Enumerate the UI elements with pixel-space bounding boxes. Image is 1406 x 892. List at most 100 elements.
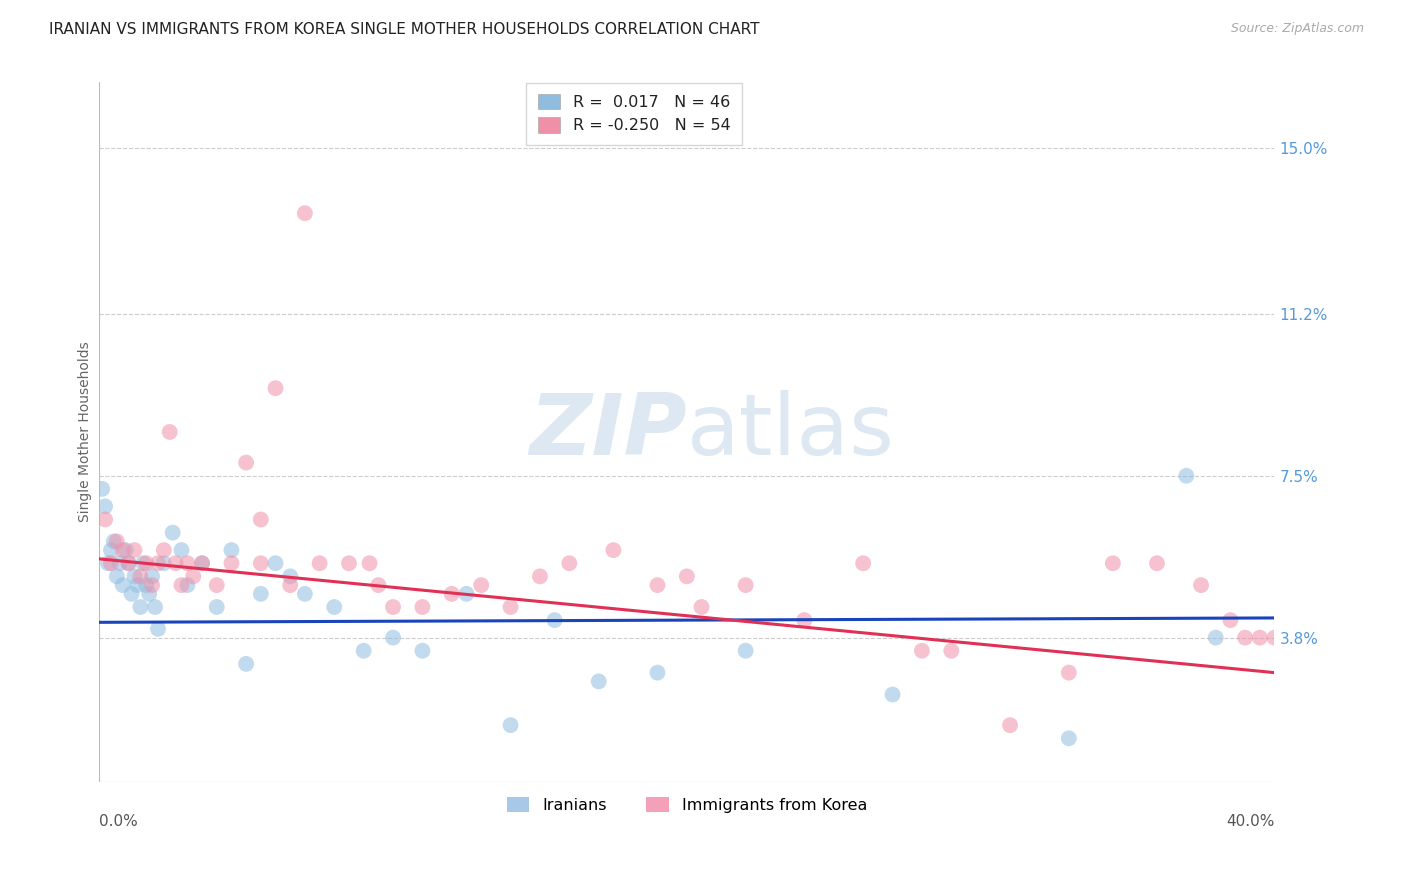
Point (146, 556, 169, 570)
Point (941, 644, 963, 658)
Point (127, 578, 149, 592)
Point (382, 631, 405, 645)
Point (1249, 631, 1271, 645)
Point (100, 556, 122, 570)
Point (337, 556, 360, 570)
Point (1057, 665, 1080, 680)
Point (734, 578, 756, 592)
Point (499, 599, 522, 614)
Point (221, 543, 243, 558)
Point (121, 587, 143, 601)
Point (734, 644, 756, 658)
Point (690, 599, 713, 614)
Point (440, 587, 463, 601)
Point (1234, 631, 1257, 645)
Point (191, 556, 214, 570)
Point (129, 569, 152, 583)
Point (676, 569, 699, 583)
Point (250, 556, 273, 570)
Point (111, 578, 134, 592)
Point (181, 569, 204, 583)
Point (278, 569, 301, 583)
Text: ZIP: ZIP (529, 391, 688, 474)
Point (1219, 613, 1241, 627)
Point (100, 543, 122, 558)
Point (411, 599, 433, 614)
Point (153, 556, 176, 570)
Text: atlas: atlas (688, 391, 894, 474)
Point (176, 578, 198, 592)
Point (1146, 556, 1168, 570)
Point (294, 587, 316, 601)
Point (205, 578, 228, 592)
Point (543, 613, 565, 627)
Point (235, 456, 257, 470)
Point (103, 534, 125, 549)
Point (1189, 578, 1212, 592)
Point (94, 512, 117, 526)
Point (499, 718, 522, 732)
Y-axis label: Single Mother Households: Single Mother Households (79, 342, 93, 523)
Point (176, 556, 198, 570)
Point (117, 556, 139, 570)
Point (117, 556, 139, 570)
Text: Source: ZipAtlas.com: Source: ZipAtlas.com (1230, 22, 1364, 36)
Point (159, 425, 181, 439)
Point (221, 556, 243, 570)
Text: 0.0%: 0.0% (100, 814, 138, 829)
Point (264, 381, 287, 395)
Point (162, 525, 184, 540)
Point (129, 599, 152, 614)
Point (135, 556, 157, 570)
Point (353, 644, 375, 658)
Point (456, 587, 478, 601)
Point (558, 556, 581, 570)
Point (602, 543, 624, 558)
Point (191, 556, 214, 570)
Point (998, 718, 1021, 732)
Point (124, 569, 146, 583)
Point (470, 578, 492, 592)
Point (1102, 556, 1125, 570)
Point (141, 569, 163, 583)
Point (911, 644, 934, 658)
Point (647, 578, 669, 592)
Point (170, 543, 193, 558)
Point (1263, 631, 1285, 645)
Point (143, 599, 166, 614)
Point (882, 688, 904, 702)
Point (114, 543, 136, 558)
Point (235, 657, 257, 671)
Point (146, 622, 169, 636)
Point (793, 613, 815, 627)
Point (323, 599, 346, 614)
Point (264, 556, 287, 570)
Point (308, 556, 330, 570)
Point (278, 578, 301, 592)
Point (170, 578, 193, 592)
Point (205, 599, 228, 614)
Point (141, 578, 163, 592)
Point (411, 644, 433, 658)
Point (108, 556, 131, 570)
Point (153, 543, 176, 558)
Point (124, 543, 146, 558)
Point (367, 578, 389, 592)
Point (111, 543, 134, 558)
Text: 40.0%: 40.0% (1226, 814, 1274, 829)
Point (132, 556, 155, 570)
Text: IRANIAN VS IMMIGRANTS FROM KOREA SINGLE MOTHER HOUSEHOLDS CORRELATION CHART: IRANIAN VS IMMIGRANTS FROM KOREA SINGLE … (49, 22, 759, 37)
Point (852, 556, 875, 570)
Legend: Iranians, Immigrants from Korea: Iranians, Immigrants from Korea (501, 790, 873, 820)
Point (1057, 731, 1080, 746)
Point (250, 587, 273, 601)
Point (382, 599, 405, 614)
Point (135, 578, 157, 592)
Point (250, 512, 273, 526)
Point (529, 569, 551, 583)
Point (647, 665, 669, 680)
Point (359, 556, 381, 570)
Point (165, 556, 187, 570)
Point (97, 556, 120, 570)
Point (138, 587, 160, 601)
